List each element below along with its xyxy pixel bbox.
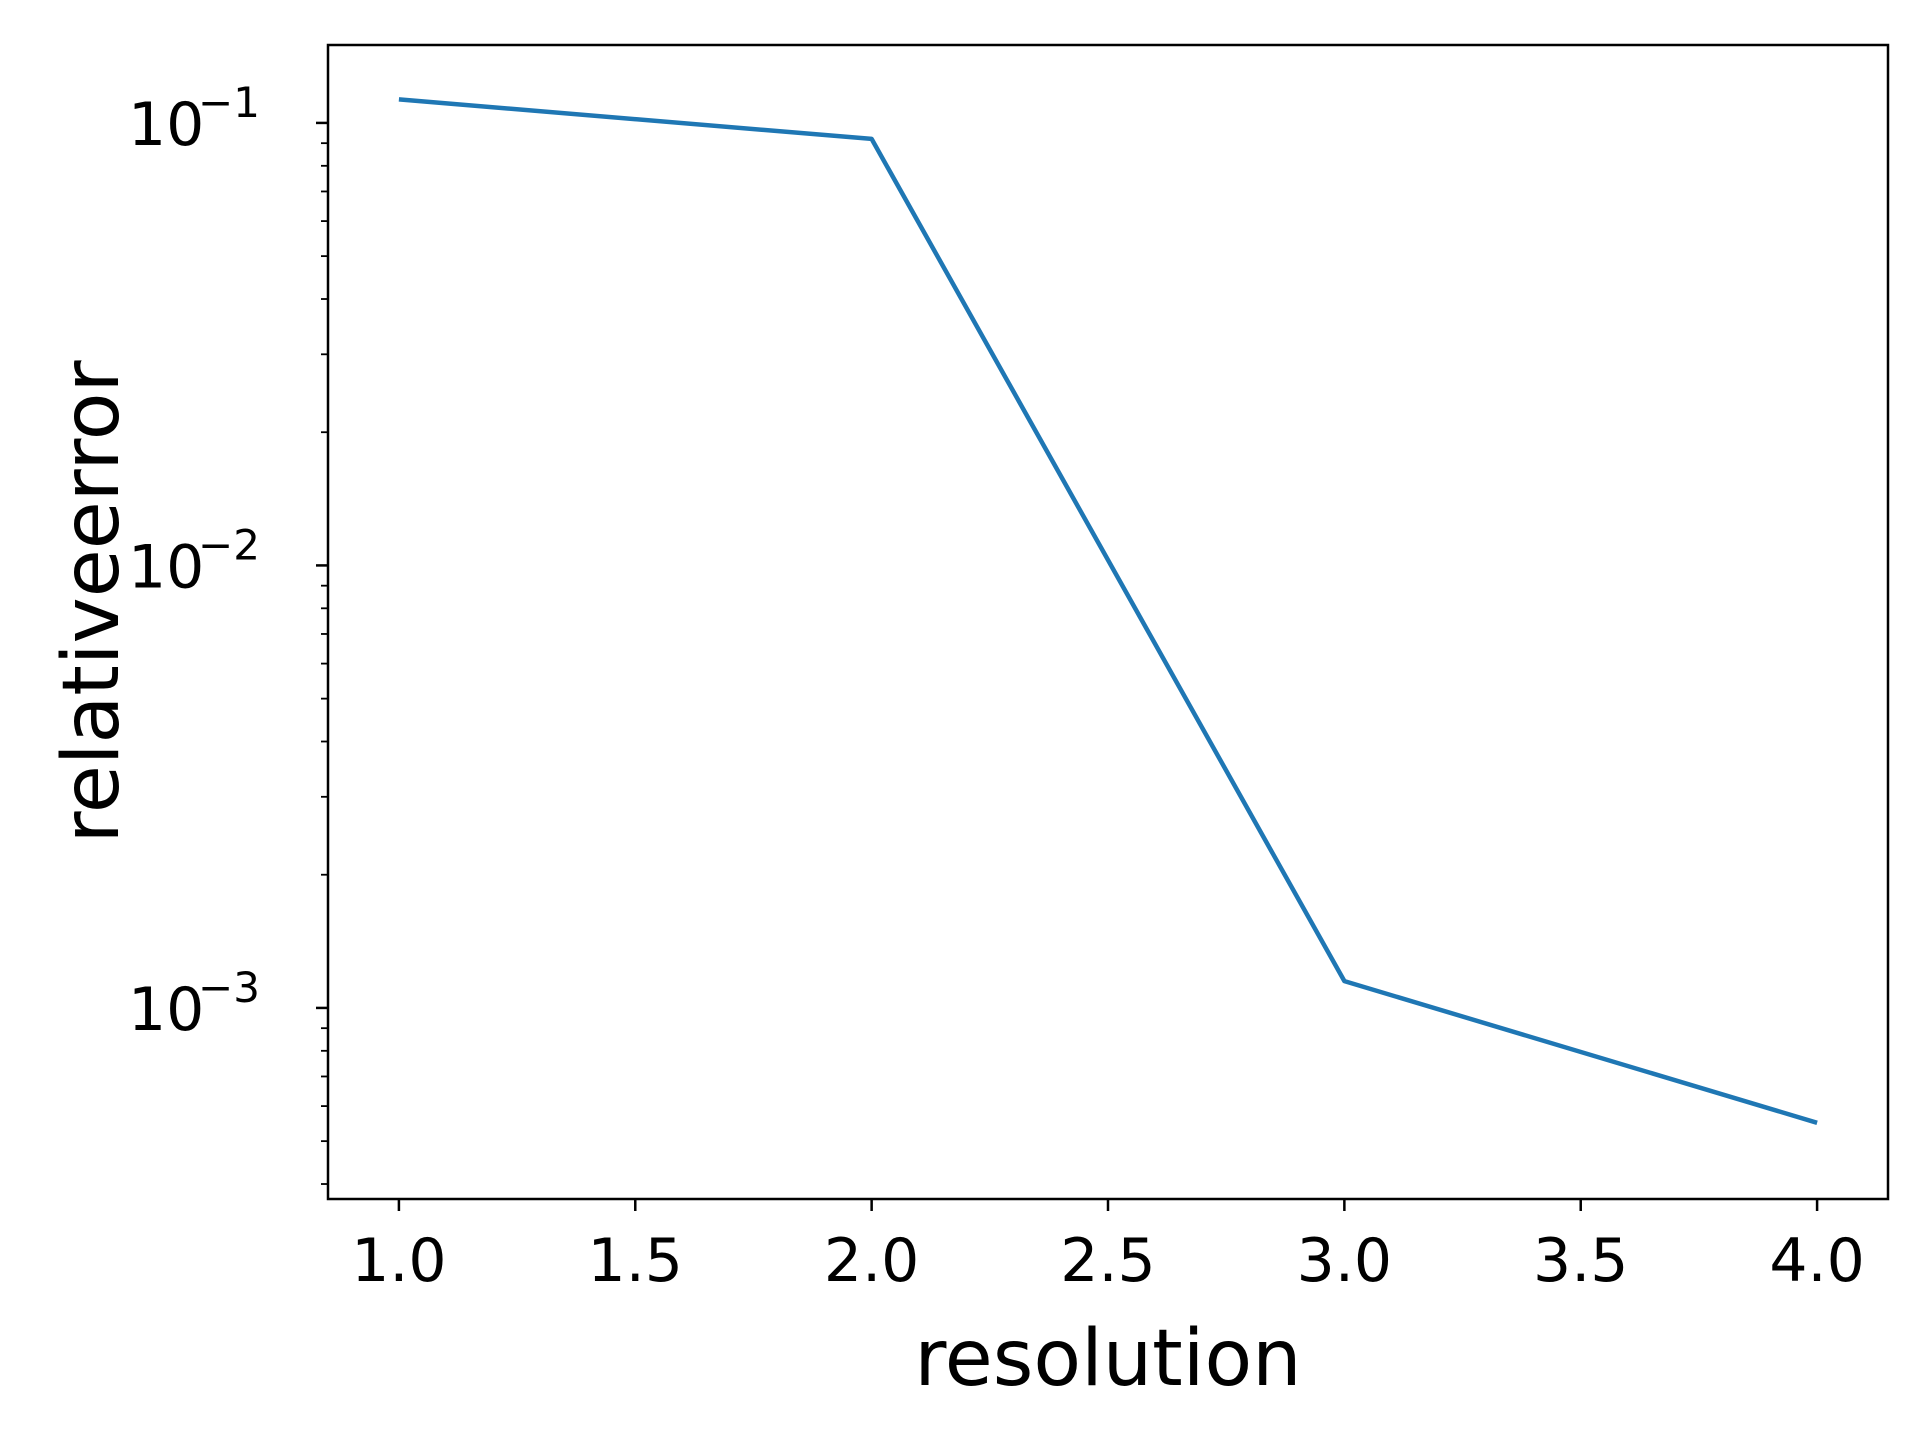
x-tick-label: 1.5 <box>588 1226 683 1296</box>
y-tick-label: 10 <box>128 90 204 160</box>
y-tick-exponent: −2 <box>198 520 260 569</box>
x-axis-label: resolution <box>914 1314 1301 1404</box>
y-tick-exponent: −1 <box>198 78 260 127</box>
y-tick-label: 10 <box>128 532 204 602</box>
tick-labels: 1.0 1.5 2.0 2.5 3.0 3.5 4.010−110−210−3 <box>128 78 1865 1296</box>
y-tick-exponent: −3 <box>198 963 260 1012</box>
series-layer <box>398 97 1818 1125</box>
x-tick-label: 2.5 <box>1060 1226 1155 1296</box>
y-axis-label: relativeerror <box>47 360 137 844</box>
x-tick-label: 3.0 <box>1297 1226 1392 1296</box>
x-tick-label: 1.0 <box>351 1226 446 1296</box>
x-tick-label: 2.0 <box>824 1226 919 1296</box>
series-line <box>398 97 1818 1125</box>
x-tick-label: 4.0 <box>1769 1226 1864 1296</box>
plot-frame <box>326 43 1890 1201</box>
x-tick-label: 3.5 <box>1533 1226 1628 1296</box>
y-tick-label: 10 <box>128 975 204 1045</box>
major-ticks <box>316 121 1819 1211</box>
